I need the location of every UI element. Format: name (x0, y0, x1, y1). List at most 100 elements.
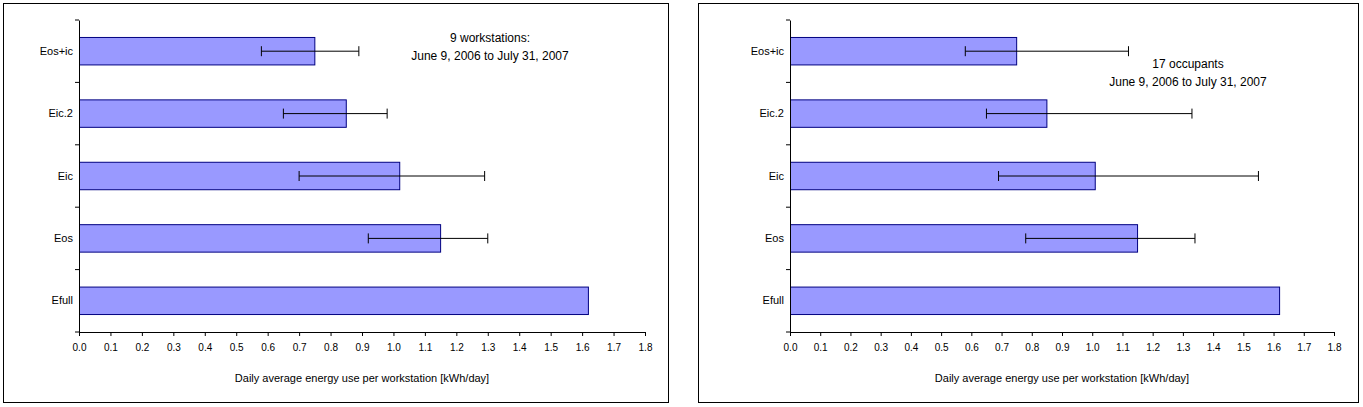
y-axis: Eos+icEic.2EicEosEfull (40, 21, 80, 333)
y-tick: Eos+ic (40, 45, 79, 57)
x-tick: 0.4 (198, 332, 212, 353)
error-cap (487, 233, 488, 243)
x-tick-mark (488, 332, 489, 336)
error-bar (986, 109, 1192, 119)
x-tick: 1.4 (1207, 332, 1221, 353)
y-separator (75, 207, 79, 208)
x-tick-label: 0.7 (293, 342, 307, 353)
x-tick-mark (236, 332, 237, 336)
y-tick: Eic.2 (49, 107, 79, 119)
x-tick: 0.1 (814, 332, 828, 353)
x-tick-label: 1.8 (639, 342, 653, 353)
x-tick-label: 0.8 (1025, 342, 1039, 353)
x-tick-mark (142, 332, 143, 336)
error-cap (387, 109, 388, 119)
x-tick: 0.1 (104, 332, 118, 353)
y-tick-label: Eic.2 (49, 107, 73, 119)
x-axis: 0.00.10.20.30.40.50.60.70.80.91.01.11.21… (73, 332, 653, 353)
x-tick-mark (1183, 332, 1184, 336)
error-bar (965, 46, 1128, 56)
x-tick-mark (456, 332, 457, 336)
error-bar (283, 109, 387, 119)
error-cap (1025, 233, 1026, 243)
x-tick-mark (1002, 332, 1003, 336)
y-tick-label: Eic (769, 170, 785, 182)
y-tick-label: Efull (52, 294, 73, 306)
x-tick-mark (173, 332, 174, 336)
x-tick-label: 0.6 (965, 342, 979, 353)
x-tick: 1.8 (1328, 332, 1342, 353)
y-tick-label: Eic.2 (760, 107, 784, 119)
error-cap (1191, 109, 1192, 119)
x-tick-label: 1.2 (1146, 342, 1160, 353)
x-tick-label: 1.6 (576, 342, 590, 353)
x-tick: 1.7 (1297, 332, 1311, 353)
y-separator (75, 82, 79, 83)
x-tick: 0.2 (135, 332, 149, 353)
x-tick-mark (645, 332, 646, 336)
x-tick-mark (881, 332, 882, 336)
x-tick-label: 0.0 (784, 342, 798, 353)
x-tick-label: 0.1 (104, 342, 118, 353)
x-tick-label: 0.7 (995, 342, 1009, 353)
x-tick-label: 1.3 (481, 342, 495, 353)
chart-panel: 0.00.10.20.30.40.50.60.70.80.91.01.11.21… (4, 4, 669, 403)
y-separator (75, 269, 79, 270)
x-tick-label: 1.3 (1176, 342, 1190, 353)
x-tick: 1.1 (418, 332, 432, 353)
x-tick: 0.2 (844, 332, 858, 353)
chart-panel: 0.00.10.20.30.40.50.60.70.80.91.01.11.21… (699, 4, 1359, 403)
x-tick-label: 1.1 (418, 342, 432, 353)
error-cap (986, 109, 987, 119)
x-tick-mark (1122, 332, 1123, 336)
y-separator (786, 332, 790, 333)
x-tick-label: 0.2 (135, 342, 149, 353)
x-tick: 1.4 (513, 332, 527, 353)
x-tick: 1.6 (576, 332, 590, 353)
x-tick: 0.9 (1056, 332, 1070, 353)
x-tick-mark (1243, 332, 1244, 336)
x-tick-label: 1.4 (513, 342, 527, 353)
y-tick-label: Eic (58, 170, 74, 182)
error-cap (965, 46, 966, 56)
y-separator (786, 144, 790, 145)
y-separator (75, 144, 79, 145)
x-tick: 1.5 (1237, 332, 1251, 353)
error-cap (283, 109, 284, 119)
x-tick-mark (1213, 332, 1214, 336)
error-cap (1258, 171, 1259, 181)
x-tick-label: 1.0 (387, 342, 401, 353)
annotation: 9 workstations: (450, 31, 530, 45)
plot-marks (79, 37, 588, 314)
x-tick-mark (299, 332, 300, 336)
error-line (283, 113, 387, 114)
x-tick: 1.5 (544, 332, 558, 353)
x-axis-title: Daily average energy use per workstation… (935, 372, 1189, 384)
x-tick-mark (850, 332, 851, 336)
error-line (368, 238, 487, 239)
x-tick-mark (1153, 332, 1154, 336)
x-tick-mark (971, 332, 972, 336)
y-tick: Eic.2 (760, 107, 790, 119)
error-cap (484, 171, 485, 181)
error-line (986, 113, 1192, 114)
y-tick-label: Eos+ic (751, 45, 785, 57)
annotation: 17 occupants (1152, 57, 1223, 71)
y-tick: Efull (52, 294, 79, 306)
x-tick-mark (1334, 332, 1335, 336)
x-axis-line (791, 333, 1335, 337)
x-tick-mark (1062, 332, 1063, 336)
x-tick-mark (790, 332, 791, 336)
error-bar (1026, 233, 1195, 243)
bar (790, 287, 1280, 314)
x-tick-label: 1.1 (1116, 342, 1130, 353)
error-cap (1128, 46, 1129, 56)
x-tick-mark (820, 332, 821, 336)
error-cap (1194, 233, 1195, 243)
y-tick: Efull (763, 294, 790, 306)
figure: 0.00.10.20.30.40.50.60.70.80.91.01.11.21… (0, 0, 1363, 407)
error-cap (358, 46, 359, 56)
x-tick: 1.2 (450, 332, 464, 353)
x-tick: 0.8 (324, 332, 338, 353)
x-tick-label: 1.6 (1267, 342, 1281, 353)
